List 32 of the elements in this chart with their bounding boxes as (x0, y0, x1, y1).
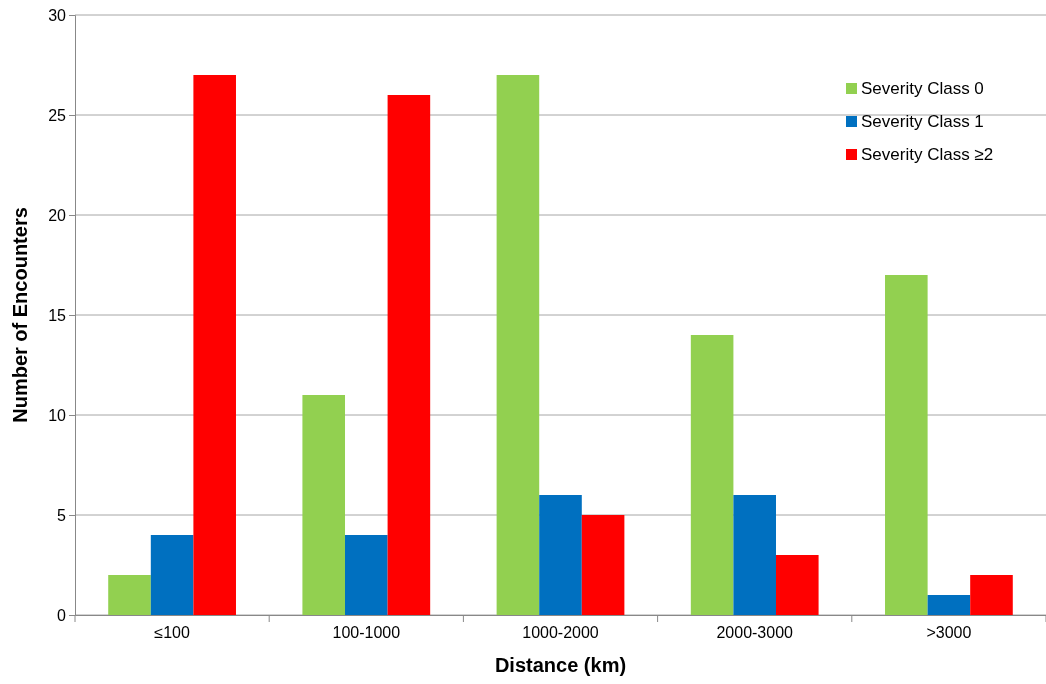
y-tick-label: 25 (48, 106, 67, 124)
y-tick-label: 5 (57, 506, 67, 524)
bar (927, 595, 971, 615)
bar (193, 75, 236, 615)
y-tick-label: 10 (48, 406, 67, 424)
bar (302, 395, 346, 615)
bar (150, 535, 194, 615)
bar (108, 575, 151, 615)
x-tick-label: 100-1000 (332, 624, 401, 642)
x-tick-label: 2000-3000 (716, 624, 794, 642)
bar (775, 555, 819, 615)
bar (539, 495, 582, 615)
x-tick-label: ≤100 (154, 624, 190, 642)
bar (733, 495, 776, 615)
y-tick-label: 0 (57, 606, 67, 624)
bar (387, 95, 431, 615)
y-tick-label: 20 (48, 206, 67, 224)
x-axis-title: Distance (km) (494, 654, 627, 676)
bar (581, 515, 625, 615)
bar (690, 335, 734, 615)
y-axis-title: Number of Encounters (9, 207, 31, 423)
x-tick-label: >3000 (926, 624, 972, 642)
bar (970, 575, 1013, 615)
legend-label: Severity Class 0 (861, 79, 984, 98)
y-tick-label: 15 (48, 306, 67, 324)
legend-label: Severity Class 1 (861, 112, 984, 131)
bar (496, 75, 540, 615)
y-tick-label: 30 (48, 6, 67, 24)
bar (345, 535, 388, 615)
x-tick-label: 1000-2000 (522, 624, 599, 642)
bar (885, 275, 928, 615)
legend-label: Severity Class ≥2 (861, 145, 994, 164)
